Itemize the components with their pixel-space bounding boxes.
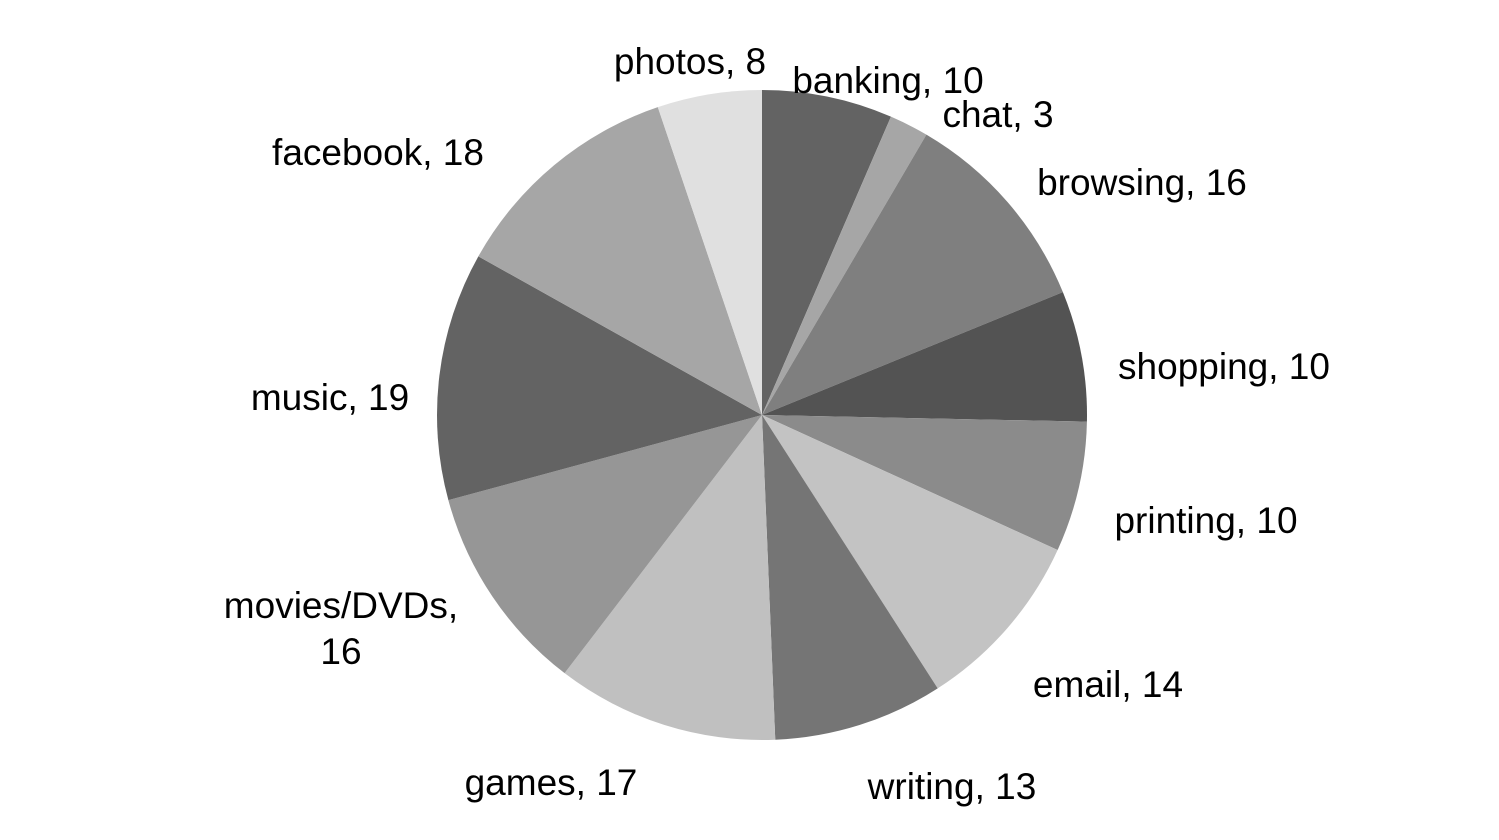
slice-label-banking: banking, 10 [792, 60, 983, 101]
pie-slice-music [436, 256, 762, 501]
pie-slice-shopping [762, 292, 1087, 422]
slice-label-games: games, 17 [465, 762, 638, 803]
slice-label-printing: printing, 10 [1114, 500, 1297, 541]
slice-label-facebook: facebook, 18 [272, 132, 484, 173]
slice-label-writing: writing, 13 [867, 766, 1037, 807]
slice-label-music: music, 19 [251, 377, 409, 418]
slice-label-shopping: shopping, 10 [1118, 346, 1330, 387]
slice-label-photos: photos, 8 [614, 41, 766, 82]
pie-slice-browsing [762, 134, 1063, 415]
slice-label-email: email, 14 [1033, 664, 1183, 705]
slice-label-movies-dvds: movies/DVDs, 16 [224, 585, 458, 672]
pie-slice-photos [657, 90, 762, 415]
slice-label-chat: chat, 3 [942, 94, 1053, 135]
pie-slice-facebook [478, 107, 762, 415]
slice-label-browsing: browsing, 16 [1037, 162, 1247, 203]
pie-slice-email [762, 415, 1058, 689]
pie-slice-banking [762, 90, 891, 415]
pie-slices [436, 90, 1087, 741]
pie-slice-games [564, 415, 776, 741]
pie-slice-movies-dvds [448, 415, 762, 674]
pie-slice-writing [762, 415, 938, 740]
pie-slice-chat [762, 116, 927, 416]
pie-slice-printing [762, 415, 1087, 551]
